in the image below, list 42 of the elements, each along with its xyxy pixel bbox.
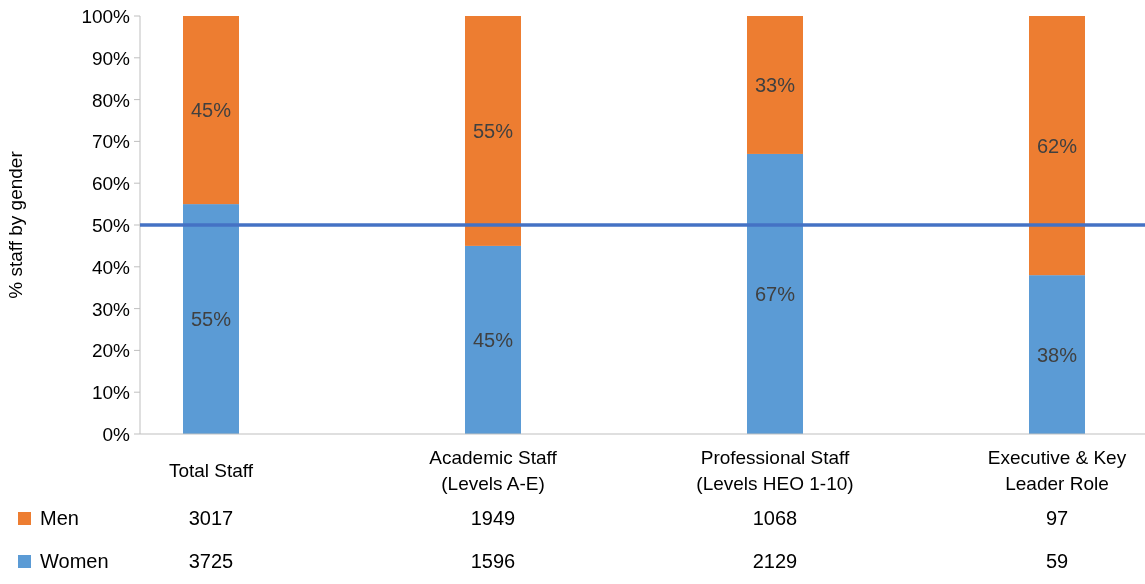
data-label: 38% <box>1036 343 1078 366</box>
y-tick-label: 80% <box>91 89 131 111</box>
text: 2129 <box>752 550 798 572</box>
y-tick-label: 20% <box>91 340 131 362</box>
legend-label: Women <box>40 550 109 572</box>
bar <box>465 245 521 434</box>
text: 3017 <box>188 507 234 529</box>
data-label: 45% <box>472 328 514 351</box>
y-tick-label: 90% <box>91 47 131 69</box>
data-label: 55% <box>190 308 232 331</box>
bar <box>1029 16 1085 276</box>
data-label: 33% <box>754 73 796 96</box>
y-tick-label: 60% <box>91 173 131 195</box>
text: 3725 <box>188 550 234 572</box>
data-label: 55% <box>472 119 514 142</box>
data-label: 62% <box>1036 134 1078 157</box>
x-tick-label: Professional Staff (Levels HEO 1-10) <box>696 447 854 494</box>
y-tick-label: 40% <box>91 256 131 278</box>
y-axis-title: % staff by gender <box>5 150 26 299</box>
text: 59 <box>1045 550 1069 572</box>
bar <box>183 16 239 205</box>
text: 1949 <box>470 507 516 529</box>
legend-label: Men <box>40 507 79 529</box>
text: 1596 <box>470 550 516 572</box>
x-tick-label: Executive & Key Leader Role <box>987 447 1127 494</box>
bar <box>1029 275 1085 434</box>
bar <box>747 16 803 154</box>
y-tick-label: 70% <box>91 131 131 153</box>
bar <box>465 16 521 246</box>
y-tick-label: 100% <box>81 6 131 27</box>
text: 97 <box>1045 507 1069 529</box>
data-label: 45% <box>190 99 232 122</box>
data-label: 67% <box>754 282 796 305</box>
y-tick-label: 30% <box>91 298 131 320</box>
bar <box>747 153 803 434</box>
y-tick-label: 0% <box>102 424 131 445</box>
text: 1068 <box>752 507 798 529</box>
y-tick-label: 10% <box>91 382 131 404</box>
x-tick-label: Academic Staff (Levels A-E) <box>429 447 558 494</box>
x-tick-label: Total Staff <box>168 460 254 481</box>
bar <box>183 204 239 434</box>
y-tick-label: 50% <box>91 215 131 236</box>
